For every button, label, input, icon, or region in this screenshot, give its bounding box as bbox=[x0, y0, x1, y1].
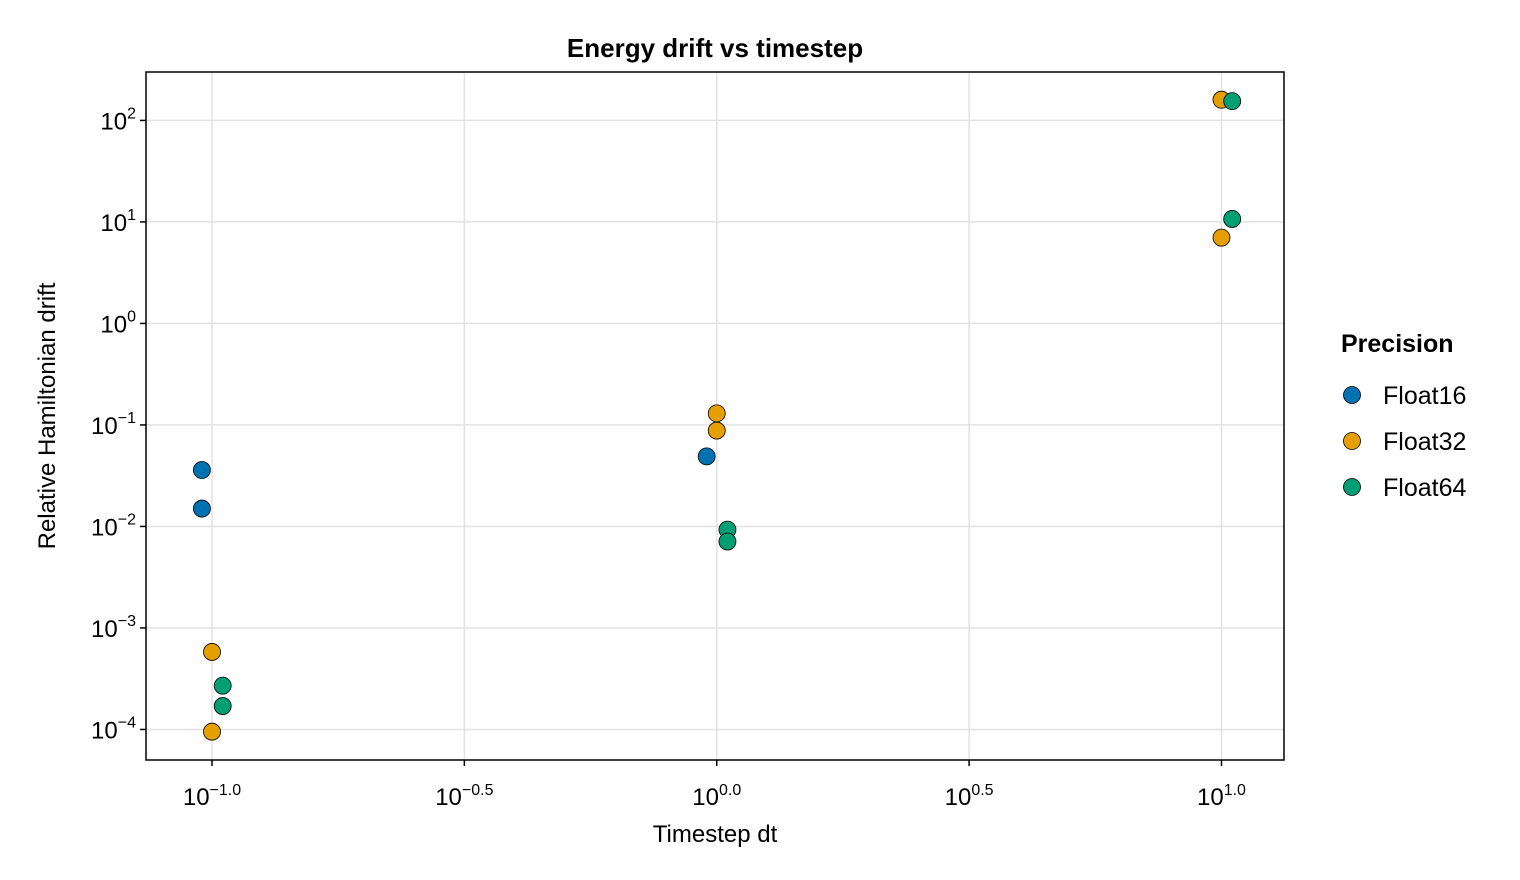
legend-label-float64: Float64 bbox=[1383, 474, 1466, 502]
point-float64 bbox=[213, 697, 232, 715]
y-axis-label: Relative Hamiltonian drift bbox=[34, 282, 61, 549]
x-tick-label: 100.5 bbox=[945, 782, 994, 811]
y-tick-label: 10−4 bbox=[91, 714, 136, 744]
y-tick-label: 10−3 bbox=[91, 613, 136, 643]
legend-label-float16: Float16 bbox=[1383, 382, 1466, 410]
point-float64 bbox=[213, 676, 232, 695]
point-float32 bbox=[203, 643, 221, 661]
x-axis-label: Timestep dt bbox=[653, 821, 778, 848]
data-points bbox=[193, 90, 1242, 741]
legend-title: Precision bbox=[1341, 330, 1454, 358]
y-tick-label: 102 bbox=[100, 105, 136, 135]
chart-title: Energy drift vs timestep bbox=[567, 33, 863, 63]
x-tick-label: 101.0 bbox=[1197, 782, 1246, 811]
point-float64 bbox=[1223, 210, 1242, 228]
y-tick-label: 101 bbox=[100, 207, 136, 237]
legend-label-float32: Float32 bbox=[1383, 428, 1466, 456]
plot-frame bbox=[145, 71, 1285, 761]
point-float32 bbox=[203, 722, 221, 741]
x-axis-ticks: 10−1.0 10−0.5 100.0 100.5 101.0 bbox=[183, 760, 1246, 811]
legend-marker-float16 bbox=[1343, 386, 1361, 404]
point-float32 bbox=[707, 404, 726, 423]
point-float32 bbox=[707, 421, 726, 440]
x-tick-label: 10−0.5 bbox=[435, 782, 493, 811]
point-float64 bbox=[1223, 92, 1242, 111]
legend-marker-float64 bbox=[1343, 478, 1361, 496]
y-tick-label: 100 bbox=[100, 308, 136, 338]
point-float32 bbox=[1212, 228, 1231, 247]
legend: Precision Float16 Float32 Float64 bbox=[1341, 330, 1466, 502]
legend-marker-float32 bbox=[1343, 432, 1361, 450]
y-tick-label: 10−2 bbox=[91, 511, 136, 541]
point-float16 bbox=[697, 447, 716, 466]
point-float16 bbox=[193, 461, 211, 479]
x-tick-label: 100.0 bbox=[692, 782, 741, 811]
point-float16 bbox=[193, 499, 211, 518]
x-tick-label: 10−1.0 bbox=[183, 782, 241, 811]
y-tick-label: 10−1 bbox=[91, 410, 136, 440]
point-float64 bbox=[718, 532, 737, 551]
y-axis-ticks: 10−4 10−3 10−2 10−1 100 101 102 bbox=[91, 105, 146, 744]
